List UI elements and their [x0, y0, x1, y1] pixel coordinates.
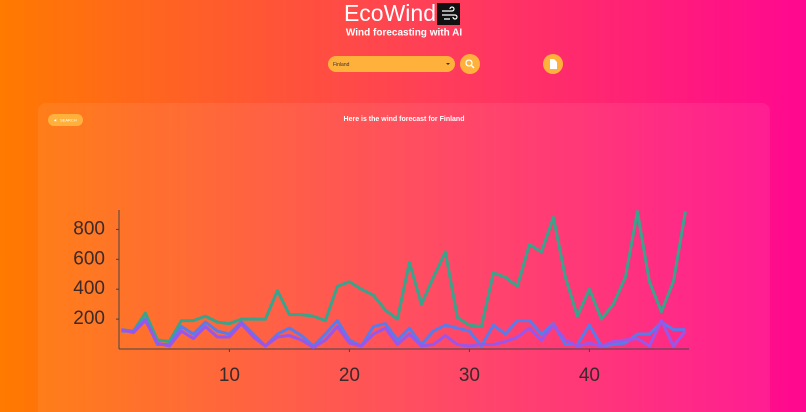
back-arrow: ◄ [53, 118, 57, 123]
x-tick-label: 30 [459, 365, 480, 386]
app-subtitle: Wind forecasting with AI [346, 28, 462, 39]
series-line [121, 209, 687, 344]
y-tick-label: 200 [73, 308, 105, 329]
chart: 200 400 600 800 10 20 30 40 [73, 209, 689, 386]
x-tick-label: 20 [339, 365, 360, 386]
country-select[interactable] [328, 56, 455, 72]
y-tick-label: 800 [73, 218, 105, 239]
forecast-title: Here is the wind forecast for Finland [344, 116, 465, 123]
series-line [121, 319, 687, 350]
back-button[interactable] [48, 114, 83, 126]
back-label: SEARCH [60, 118, 77, 123]
forecast-panel [38, 103, 770, 412]
logo-icon [437, 3, 460, 25]
series-line [121, 317, 686, 348]
x-tick-label: 10 [219, 365, 240, 386]
country-value: Finland [333, 62, 350, 68]
y-tick-label: 600 [73, 248, 105, 269]
search-button[interactable] [460, 54, 480, 74]
y-tick-label: 400 [73, 278, 105, 299]
app-title: EcoWind [344, 0, 436, 26]
report-button[interactable] [543, 54, 563, 74]
x-tick-label: 40 [579, 365, 600, 386]
select-arrow [446, 63, 450, 65]
